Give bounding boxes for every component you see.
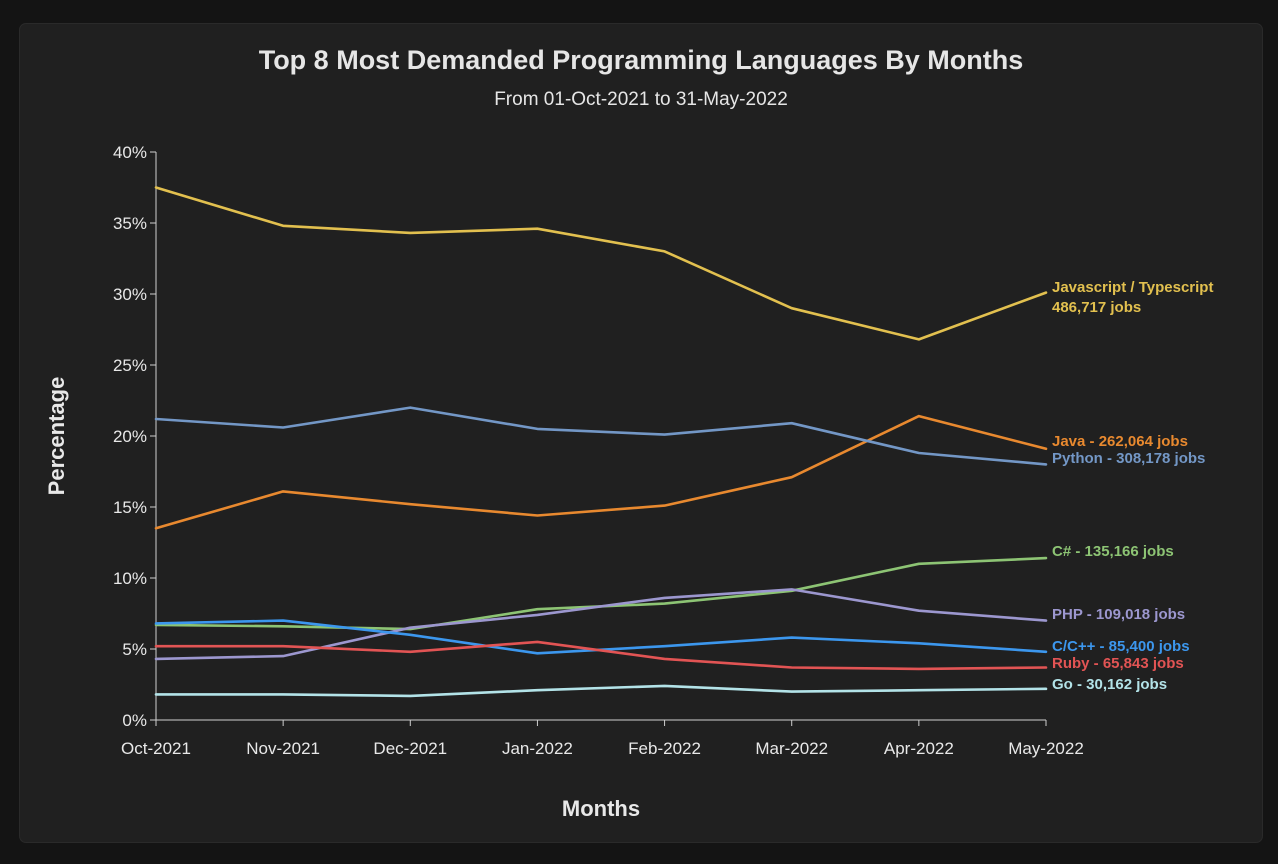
series-line-python [154,406,1048,466]
series-lines [154,186,1048,698]
y-axis-title: Percentage [44,377,69,496]
x-tick-label: May-2022 [1008,739,1084,758]
x-tick-label: Jan-2022 [502,739,573,758]
y-tick-label: 35% [113,214,147,233]
y-tick-label: 40% [113,143,147,162]
series-label-javascript-typescript: Javascript / Typescript 486,717 jobs [1052,279,1213,316]
y-tick-label: 15% [113,498,147,517]
x-tick-label: Oct-2021 [121,739,191,758]
series-line-java [154,414,1048,530]
y-tick-label: 20% [113,427,147,446]
series-label-php: PHP - 109,018 jobs [1052,606,1185,623]
series-line-c [154,556,1048,631]
y-tick-label: 10% [113,569,147,588]
y-tick-label: 30% [113,285,147,304]
series-labels: Javascript / Typescript 486,717 jobs Java … [1052,279,1213,693]
y-tick-label: 5% [122,640,147,659]
series-label-python: Python - 308,178 jobs [1052,450,1205,467]
x-tick-label: Mar-2022 [755,739,828,758]
series-label-go: Go - 30,162 jobs [1052,676,1167,693]
series-label-java: Java - 262,064 jobs [1052,433,1188,450]
x-tick-label: Apr-2022 [884,739,954,758]
chart-subtitle: From 01-Oct-2021 to 31-May-2022 [494,89,788,110]
chart-title: Top 8 Most Demanded Programming Language… [259,45,1024,75]
axes: 0% 5% 10% 15% 20% 25% 30% 35% 40% Oct-2021 Nov-202… [113,143,1084,758]
y-tick-label: 0% [122,711,147,730]
series-line-ruby [154,640,1048,671]
series-line-javascript-typescript [154,186,1048,341]
series-label-c-c: C/C++ - 85,400 jobs [1052,638,1190,655]
series-label-c: C# - 135,166 jobs [1052,543,1174,560]
series-line-go [154,684,1048,698]
x-tick-label: Dec-2021 [373,739,447,758]
y-tick-label: 25% [113,356,147,375]
x-tick-label: Feb-2022 [628,739,701,758]
x-axis-title: Months [562,796,640,821]
series-line-php [154,588,1048,661]
series-label-ruby: Ruby - 65,843 jobs [1052,655,1184,672]
x-tick-label: Nov-2021 [246,739,320,758]
